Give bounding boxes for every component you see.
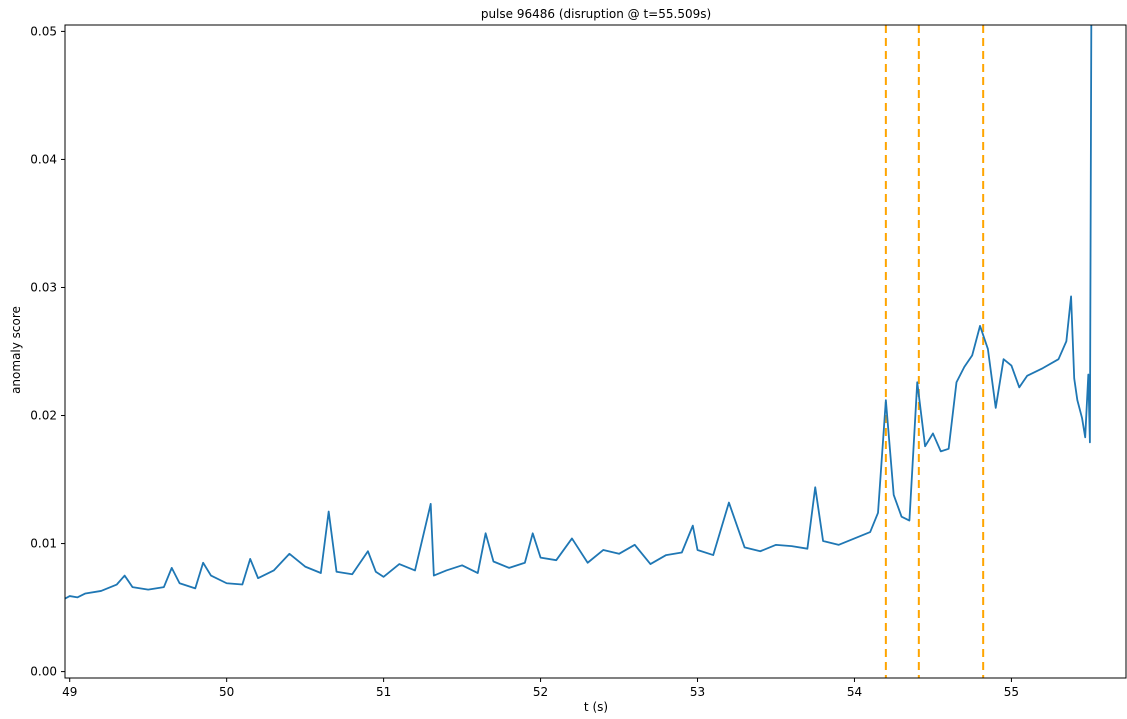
chart-title: pulse 96486 (disruption @ t=55.509s) [481, 7, 711, 21]
x-tick-label-55: 55 [1004, 685, 1019, 699]
plot-area: 49 50 51 52 53 54 55 0.00 0.01 0.02 0.03 0.04 0.05 [30, 24, 1127, 699]
y-tick-label-0.01: 0.01 [30, 537, 57, 551]
y-tick-label-0.03: 0.03 [30, 280, 57, 294]
y-tick-label-0.00: 0.00 [30, 665, 57, 679]
y-axis-label: anomaly score [9, 306, 23, 394]
x-tick-label-50: 50 [219, 685, 234, 699]
x-axis-label: t (s) [584, 700, 608, 714]
y-tick-label-0.02: 0.02 [30, 409, 57, 423]
y-tick-label-0.05: 0.05 [30, 24, 57, 38]
x-tick-label-51: 51 [376, 685, 391, 699]
anomaly-score-series-1 [65, 25, 1093, 600]
y-tick-label-0.04: 0.04 [30, 152, 57, 166]
x-tick-label-52: 52 [533, 685, 548, 699]
x-tick-label-49: 49 [62, 685, 77, 699]
plot-frame [64, 24, 1127, 679]
x-tick-label-53: 53 [690, 685, 705, 699]
x-tick-label-54: 54 [847, 685, 862, 699]
